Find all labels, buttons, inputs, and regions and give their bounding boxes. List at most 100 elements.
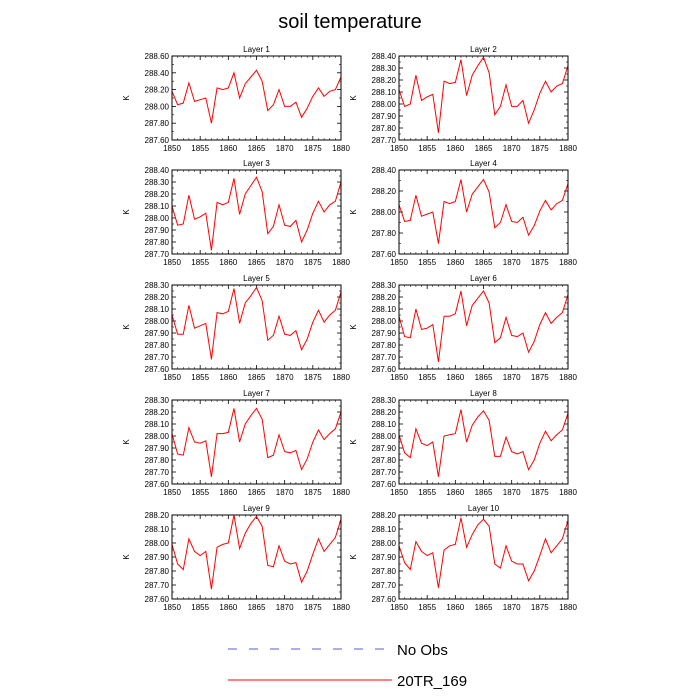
y-tick-label: 288.20 bbox=[372, 408, 397, 417]
x-tick-label: 1870 bbox=[503, 258, 521, 267]
y-tick-label: 287.60 bbox=[372, 480, 397, 489]
y-tick-label: 288.10 bbox=[145, 202, 170, 211]
x-tick-label: 1870 bbox=[503, 488, 521, 497]
y-axis-label: K bbox=[349, 324, 358, 330]
panel-title-layer-9: Layer 9 bbox=[243, 504, 270, 513]
x-tick-label: 1860 bbox=[446, 258, 464, 267]
y-tick-label: 288.00 bbox=[145, 102, 170, 111]
series-line-20tr-169 bbox=[171, 286, 342, 360]
y-tick-label: 287.70 bbox=[145, 581, 170, 590]
x-tick-label: 1865 bbox=[248, 258, 266, 267]
y-tick-label: 287.60 bbox=[145, 595, 170, 604]
x-tick-label: 1870 bbox=[276, 144, 294, 153]
y-tick-label: 287.70 bbox=[372, 353, 397, 362]
x-tick-label: 1880 bbox=[332, 373, 350, 382]
x-tick-label: 1860 bbox=[219, 373, 237, 382]
panel-layer-8: Layer 8 287.60 287.70 287.80 287.90 288.00 288… bbox=[349, 389, 577, 497]
y-axis-label: K bbox=[122, 554, 131, 560]
series-line-20tr-169 bbox=[171, 407, 342, 477]
plot-frame bbox=[171, 284, 342, 370]
series-line-20tr-169 bbox=[171, 176, 342, 251]
y-axis-label: K bbox=[122, 95, 131, 101]
x-tick-label: 1850 bbox=[390, 258, 408, 267]
x-tick-label: 1870 bbox=[503, 603, 521, 612]
panel-grid: Layer 1 287.60 287.80 288.00 288.20 288.40 288… bbox=[122, 45, 577, 612]
panel-layer-9: Layer 9 287.60 287.70 287.80 287.90 288.00 288… bbox=[122, 504, 350, 612]
x-tick-label: 1850 bbox=[163, 603, 181, 612]
x-tick-label: 1880 bbox=[559, 144, 577, 153]
y-tick-label: 288.00 bbox=[372, 317, 397, 326]
y-tick-label: 287.80 bbox=[372, 229, 397, 238]
y-tick-label: 287.80 bbox=[372, 567, 397, 576]
y-tick-label: 288.00 bbox=[372, 100, 397, 109]
x-tick-label: 1865 bbox=[475, 603, 493, 612]
y-tick-label: 288.10 bbox=[372, 525, 397, 534]
y-tick-label: 287.60 bbox=[145, 136, 170, 145]
series-line-20tr-169 bbox=[398, 290, 569, 362]
y-tick-label: 288.20 bbox=[145, 511, 170, 520]
y-tick-label: 288.20 bbox=[145, 293, 170, 302]
y-tick-label: 288.30 bbox=[372, 64, 397, 73]
figure-title: soil temperature bbox=[278, 11, 421, 33]
x-tick-label: 1865 bbox=[475, 488, 493, 497]
x-tick-label: 1855 bbox=[418, 488, 436, 497]
x-tick-label: 1850 bbox=[163, 144, 181, 153]
y-axis-label: K bbox=[349, 95, 358, 101]
series-line-20tr-169 bbox=[171, 514, 342, 590]
plot-frame bbox=[171, 399, 342, 485]
y-tick-label: 288.10 bbox=[372, 88, 397, 97]
panel-title-layer-10: Layer 10 bbox=[468, 504, 500, 513]
y-tick-label: 287.80 bbox=[145, 567, 170, 576]
y-tick-label: 288.20 bbox=[145, 86, 170, 95]
panel-title-layer-8: Layer 8 bbox=[470, 389, 497, 398]
x-tick-label: 1870 bbox=[276, 603, 294, 612]
x-tick-label: 1875 bbox=[304, 373, 322, 382]
y-tick-label: 288.30 bbox=[145, 178, 170, 187]
panel-title-layer-2: Layer 2 bbox=[470, 45, 497, 54]
y-tick-label: 288.00 bbox=[145, 214, 170, 223]
x-tick-label: 1850 bbox=[163, 373, 181, 382]
x-tick-label: 1875 bbox=[304, 144, 322, 153]
y-tick-label: 288.30 bbox=[372, 396, 397, 405]
panel-title-layer-4: Layer 4 bbox=[470, 159, 497, 168]
y-tick-label: 288.10 bbox=[145, 420, 170, 429]
x-tick-label: 1875 bbox=[304, 603, 322, 612]
x-tick-label: 1875 bbox=[531, 488, 549, 497]
y-tick-label: 287.80 bbox=[372, 124, 397, 133]
panel-layer-4: Layer 4 287.60 287.80 288.00 288.20 288.40 185… bbox=[349, 159, 577, 267]
series-line-20tr-169 bbox=[171, 69, 342, 124]
x-tick-label: 1875 bbox=[531, 258, 549, 267]
x-tick-label: 1865 bbox=[248, 373, 266, 382]
y-axis-label: K bbox=[122, 439, 131, 445]
y-axis-label: K bbox=[122, 324, 131, 330]
x-tick-label: 1860 bbox=[446, 144, 464, 153]
x-tick-label: 1855 bbox=[191, 603, 209, 612]
y-tick-label: 287.90 bbox=[145, 553, 170, 562]
x-tick-label: 1855 bbox=[191, 488, 209, 497]
y-tick-label: 288.20 bbox=[145, 408, 170, 417]
y-tick-label: 287.70 bbox=[145, 468, 170, 477]
x-tick-label: 1875 bbox=[531, 373, 549, 382]
y-tick-label: 287.60 bbox=[372, 250, 397, 259]
panel-layer-2: Layer 2 287.70 287.80 287.90 288.00 288.10 288… bbox=[349, 45, 577, 153]
y-tick-label: 287.90 bbox=[372, 444, 397, 453]
y-tick-label: 288.40 bbox=[145, 69, 170, 78]
panel-layer-1: Layer 1 287.60 287.80 288.00 288.20 288.40 288… bbox=[122, 45, 350, 153]
y-axis-label: K bbox=[349, 439, 358, 445]
y-tick-label: 288.30 bbox=[372, 281, 397, 290]
x-tick-label: 1860 bbox=[446, 603, 464, 612]
plot-frame bbox=[171, 55, 342, 141]
y-tick-label: 287.70 bbox=[372, 468, 397, 477]
y-tick-label: 287.70 bbox=[145, 250, 170, 259]
x-tick-label: 1880 bbox=[332, 258, 350, 267]
x-tick-label: 1860 bbox=[219, 488, 237, 497]
panel-title-layer-3: Layer 3 bbox=[243, 159, 270, 168]
panel-layer-3: Layer 3 287.70 287.80 287.90 288.00 288.10 288… bbox=[122, 159, 350, 267]
y-tick-label: 287.60 bbox=[372, 595, 397, 604]
plot-frame bbox=[171, 169, 342, 255]
panel-title-layer-6: Layer 6 bbox=[470, 274, 497, 283]
x-tick-label: 1880 bbox=[559, 488, 577, 497]
panel-layer-5: Layer 5 287.60 287.70 287.80 287.90 288.00 288… bbox=[122, 274, 350, 382]
x-tick-label: 1865 bbox=[475, 144, 493, 153]
legend-label-20tr-169: 20TR_169 bbox=[397, 673, 467, 690]
